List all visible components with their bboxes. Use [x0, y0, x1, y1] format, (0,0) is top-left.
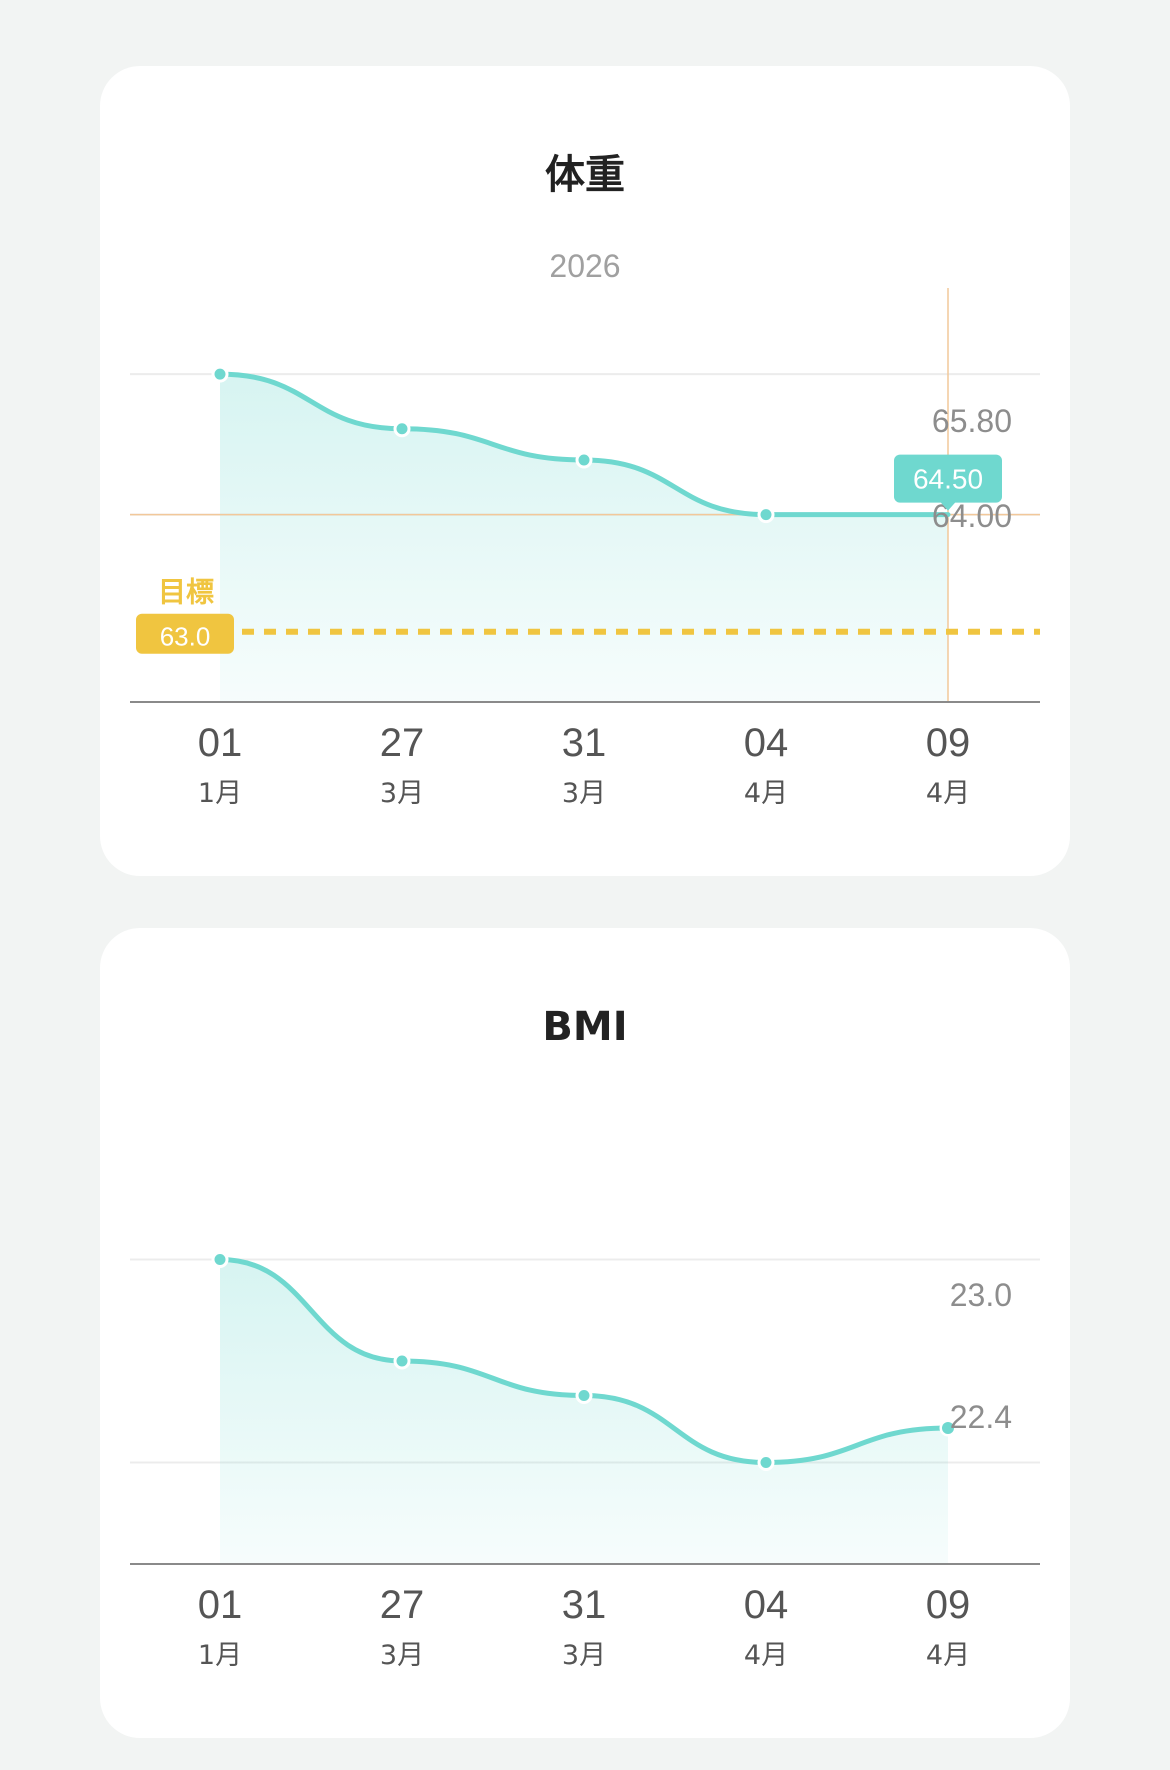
data-point — [211, 1251, 229, 1268]
data-point — [757, 506, 775, 524]
x-tick-day: 31 — [562, 1583, 607, 1627]
chart-title: BMI — [542, 1004, 628, 1050]
x-tick-month: 3月 — [562, 778, 606, 809]
x-tick-month: 3月 — [380, 778, 424, 809]
x-tick-month: 3月 — [562, 1640, 606, 1671]
data-point — [211, 365, 229, 383]
tooltip-badge — [894, 454, 1002, 503]
weight-card: 体重 2026 目標 63.0 65.80 64.00 64.50 01 1月 27 3月 31 3… — [100, 66, 1070, 876]
series-area — [220, 374, 948, 702]
y-axis-label: 23.0 — [950, 1277, 1012, 1313]
x-tick-month: 1月 — [198, 1640, 242, 1671]
data-point — [393, 420, 411, 438]
x-tick-month: 4月 — [926, 778, 970, 809]
target-badge — [136, 613, 234, 654]
weight-chart[interactable]: 目標63.065.8064.0064.50011月273月313月044月094… — [100, 66, 1070, 876]
x-tick-month: 4月 — [744, 1640, 788, 1671]
data-point — [757, 1454, 775, 1471]
x-tick-day: 09 — [926, 1583, 971, 1627]
chart-title: 体重 — [545, 152, 625, 198]
y-axis-label: 22.4 — [950, 1399, 1012, 1435]
x-tick-day: 04 — [744, 721, 789, 765]
target-value: 63.0 — [160, 622, 211, 652]
x-tick-day: 09 — [926, 721, 971, 765]
bmi-card: BMI 23.0 22.4 01 1月 27 3月 31 3月 04 4月 09 4月 — [100, 928, 1070, 1738]
x-tick-month: 1月 — [198, 778, 242, 809]
data-point — [393, 1352, 411, 1370]
x-tick-day: 04 — [744, 1583, 789, 1627]
tooltip-pointer — [940, 501, 956, 511]
x-tick-day: 01 — [198, 1583, 243, 1627]
data-point — [575, 1387, 593, 1405]
data-point-latest — [942, 1421, 954, 1434]
x-tick-day: 27 — [380, 1583, 425, 1627]
bmi-chart[interactable]: 23.0 22.4 01 1月 27 3月 31 3月 04 4月 09 4月 — [100, 928, 1070, 1738]
target-label: 目標 — [158, 576, 214, 609]
data-point — [575, 451, 593, 469]
y-axis-label: 65.80 — [932, 403, 1012, 439]
x-tick-day: 01 — [198, 721, 243, 765]
tooltip-value: 64.50 — [913, 464, 983, 495]
series-area — [220, 1259, 948, 1564]
year-label: 2026 — [549, 248, 621, 284]
x-tick-day: 31 — [562, 721, 607, 765]
x-tick-month: 3月 — [380, 1640, 424, 1671]
x-tick-month: 4月 — [926, 1640, 970, 1671]
x-tick-day: 27 — [380, 721, 425, 765]
x-tick-month: 4月 — [744, 778, 788, 809]
